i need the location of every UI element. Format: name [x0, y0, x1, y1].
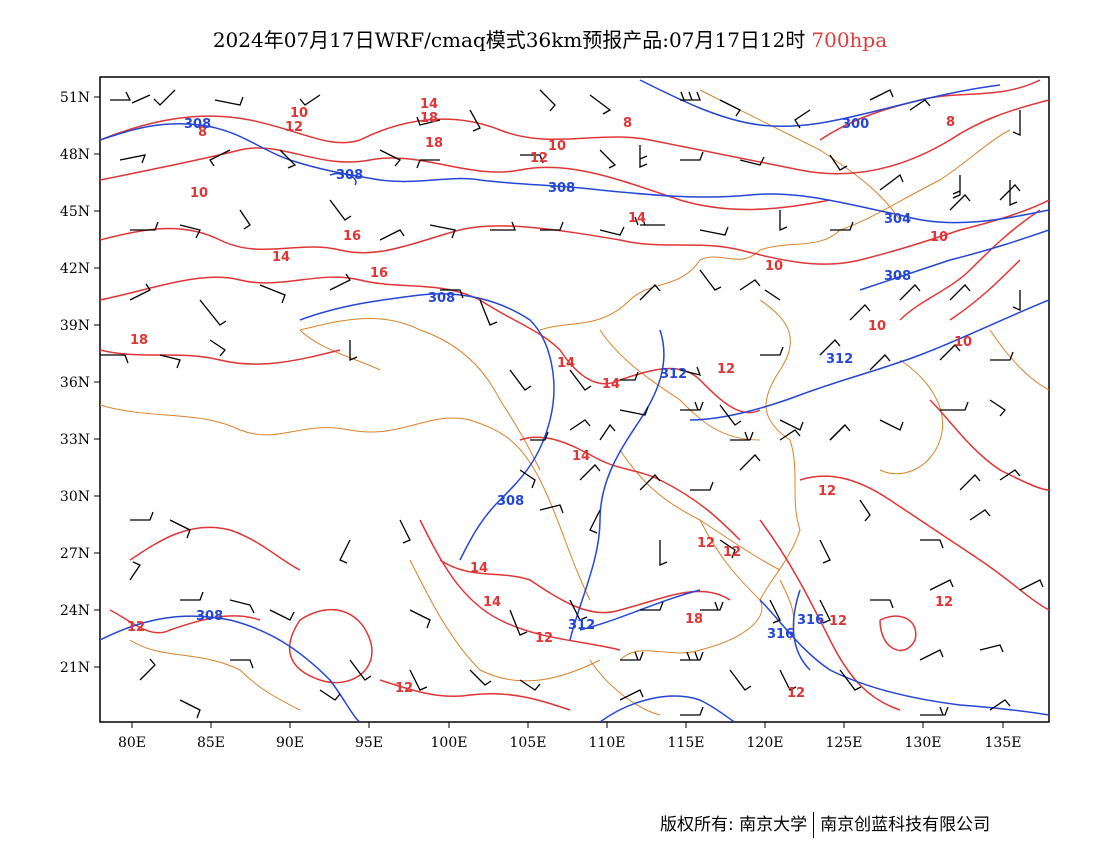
x-tick-label: 125E	[826, 735, 863, 751]
y-tick-label: 30N	[60, 489, 90, 505]
y-axis-labels: 51N 48N 45N 42N 39N 36N 33N 30N 27N 24N …	[60, 90, 90, 676]
temp-label: 8	[946, 115, 955, 130]
height-label-group: 308 308 308 308 300 304 308 312 312 308 …	[184, 117, 911, 642]
height-label: 312	[568, 618, 595, 633]
y-tick-label: 36N	[60, 375, 90, 391]
height-label: 312	[826, 352, 853, 367]
temp-label: 10	[930, 230, 948, 245]
temp-label: 10	[954, 335, 972, 350]
plot-frame	[99, 76, 1050, 723]
y-tick-label: 24N	[60, 603, 90, 619]
temp-label: 16	[343, 229, 361, 244]
temp-label: 18	[420, 111, 438, 126]
temp-label: 14	[557, 356, 575, 371]
x-tick-label: 100E	[431, 735, 468, 751]
temp-label: 10	[765, 259, 783, 274]
temp-label: 16	[370, 266, 388, 281]
temp-label: 14	[420, 97, 438, 112]
temp-label: 12	[697, 536, 715, 551]
temp-label: 12	[829, 614, 847, 629]
height-label: 308	[428, 291, 455, 306]
boundaries	[100, 89, 1049, 716]
height-label: 308	[497, 494, 524, 509]
temperature-label-group: 10 14 18 12 18 16 14 16 12 10 14 10 10 8…	[127, 97, 972, 701]
temp-label: 10	[190, 186, 208, 201]
height-label: 308	[336, 168, 363, 183]
height-label: 304	[884, 212, 911, 227]
temp-label: 18	[425, 136, 443, 151]
temp-label: 12	[535, 631, 553, 646]
temp-label: 12	[935, 595, 953, 610]
height-label: 316	[797, 613, 824, 628]
y-tick-label: 42N	[60, 261, 90, 277]
y-tick-label: 48N	[60, 147, 90, 163]
title-level: 700hpa	[811, 28, 888, 52]
temp-label: 12	[395, 681, 413, 696]
height-label: 300	[842, 117, 869, 132]
y-tick-label: 33N	[60, 432, 90, 448]
temp-label: 14	[602, 377, 620, 392]
temp-label: 18	[130, 333, 148, 348]
x-tick-label: 120E	[747, 735, 784, 751]
y-tick-label: 27N	[60, 546, 90, 562]
temperature-contours	[100, 79, 1049, 711]
x-tick-label: 105E	[510, 735, 547, 751]
temp-label: 8	[623, 116, 632, 131]
temp-label: 8	[198, 125, 207, 140]
temp-label: 14	[628, 211, 646, 226]
height-label: 308	[184, 117, 211, 132]
footer-divider	[813, 812, 815, 838]
x-tick-label: 90E	[276, 735, 304, 751]
x-tick-label: 85E	[197, 735, 225, 751]
y-tick-label: 39N	[60, 318, 90, 334]
x-tick-label: 115E	[668, 735, 705, 751]
x-tick-label: 95E	[355, 735, 383, 751]
temp-label: 14	[470, 561, 488, 576]
wind-barbs	[100, 89, 1044, 719]
temp-label: 14	[572, 449, 590, 464]
height-label: 312	[660, 367, 687, 382]
temp-label: 10	[548, 139, 566, 154]
height-label: 308	[548, 181, 575, 196]
height-label: 308	[196, 609, 223, 624]
temp-label: 14	[272, 250, 290, 265]
x-tick-label: 135E	[985, 735, 1022, 751]
temp-label: 12	[127, 620, 145, 635]
height-label: 308	[884, 269, 911, 284]
y-tick-label: 51N	[60, 90, 90, 106]
temp-label: 14	[483, 595, 501, 610]
map-title: 2024年07月17日WRF/cmaq模式36km预报产品:07月17日12时 7…	[0, 24, 1100, 53]
temp-label: 18	[685, 612, 703, 627]
temp-label: 10	[868, 319, 886, 334]
temp-label: 12	[285, 120, 303, 135]
x-axis-labels: 80E 85E 90E 95E 100E 105E 110E 115E 120E…	[118, 735, 1022, 751]
x-tick-label: 80E	[118, 735, 146, 751]
temp-label: 12	[818, 484, 836, 499]
company-text: 南京创蓝科技有限公司	[820, 815, 991, 835]
temp-label: 10	[290, 106, 308, 121]
x-tick-label: 110E	[589, 735, 626, 751]
temp-label: 12	[787, 686, 805, 701]
temp-label: 12	[530, 151, 548, 166]
temp-label: 12	[717, 362, 735, 377]
copyright-text: 版权所有: 南京大学	[660, 815, 808, 835]
temp-label: 12	[723, 545, 741, 560]
axis-ticks	[94, 96, 1004, 728]
footer: 版权所有: 南京大学 南京创蓝科技有限公司	[660, 810, 990, 838]
height-label: 316	[767, 627, 794, 642]
x-tick-label: 130E	[905, 735, 942, 751]
height-contours	[100, 79, 1049, 722]
y-tick-label: 45N	[60, 204, 90, 220]
y-tick-label: 21N	[60, 660, 90, 676]
title-main: 2024年07月17日WRF/cmaq模式36km预报产品:07月17日12时	[212, 28, 806, 52]
